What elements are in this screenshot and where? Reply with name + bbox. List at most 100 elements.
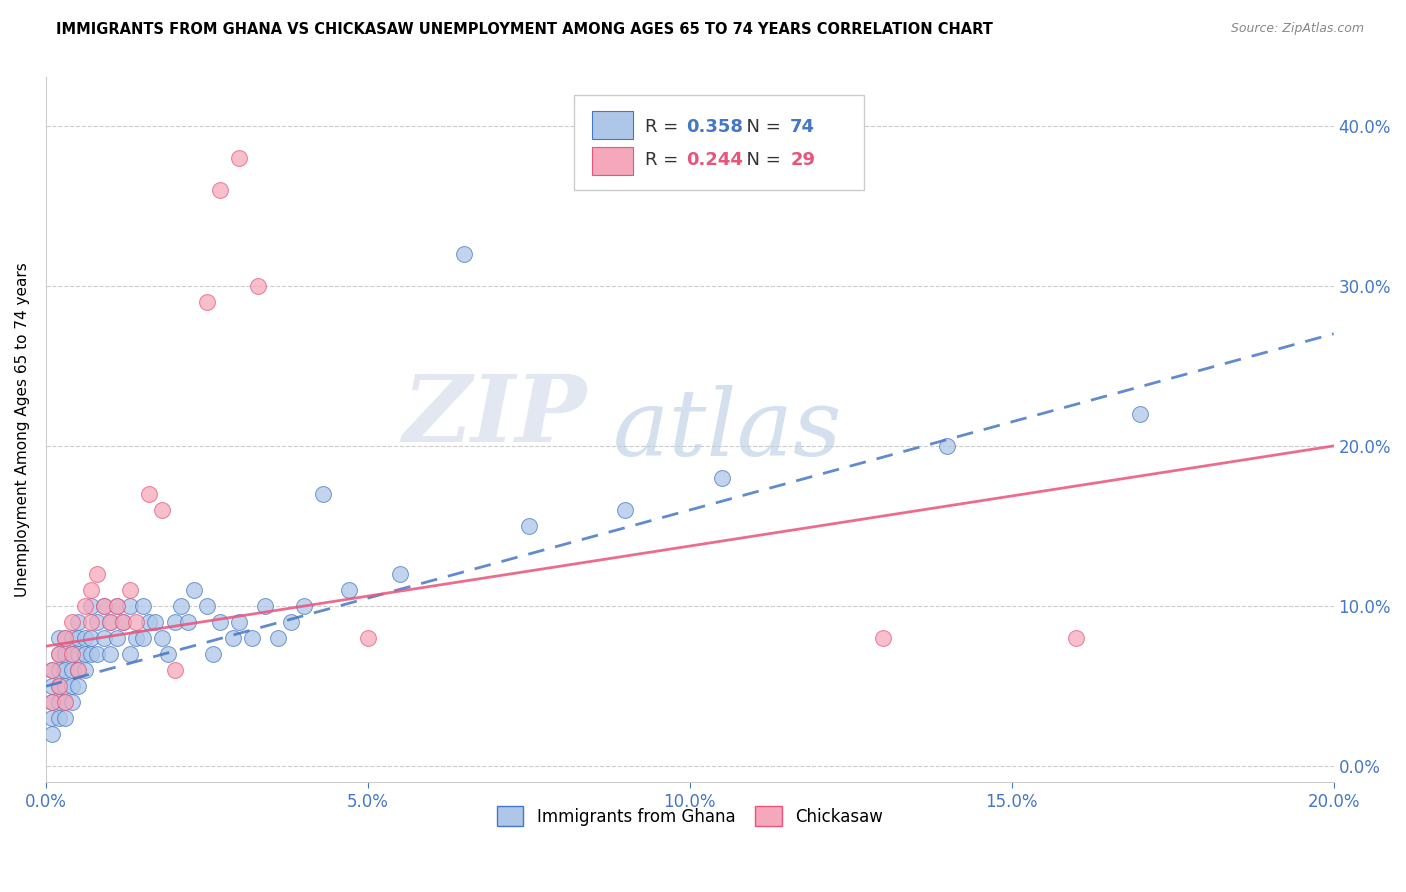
Point: [1064, 631, 1087, 645]
Point: [41, 663, 63, 677]
Text: 29: 29: [790, 152, 815, 169]
Point: [60, 695, 83, 709]
Point: [60, 615, 83, 629]
Text: N =: N =: [735, 152, 786, 169]
Point: [202, 647, 225, 661]
Point: [67, 679, 90, 693]
Point: [53, 711, 76, 725]
Point: [48, 695, 70, 709]
Point: [125, 615, 148, 629]
Text: 0.358: 0.358: [686, 118, 742, 136]
Point: [872, 631, 894, 645]
Point: [60, 663, 83, 677]
Text: ZIP: ZIP: [402, 371, 586, 461]
Point: [138, 615, 160, 629]
Point: [73, 631, 96, 645]
Point: [163, 615, 186, 629]
Point: [86, 567, 108, 582]
Point: [280, 615, 302, 629]
Point: [118, 583, 141, 598]
Point: [253, 599, 276, 614]
Point: [53, 631, 76, 645]
Point: [48, 663, 70, 677]
Point: [86, 615, 108, 629]
Point: [176, 615, 198, 629]
Point: [105, 599, 128, 614]
Point: [157, 647, 180, 661]
Point: [208, 615, 231, 629]
Point: [60, 631, 83, 645]
Point: [936, 439, 959, 453]
Point: [86, 647, 108, 661]
Point: [53, 695, 76, 709]
Point: [337, 583, 360, 598]
Point: [195, 599, 218, 614]
Point: [41, 663, 63, 677]
Point: [112, 615, 135, 629]
Point: [41, 695, 63, 709]
Point: [221, 631, 243, 645]
Point: [67, 615, 90, 629]
Text: R =: R =: [645, 118, 683, 136]
Point: [93, 599, 115, 614]
Point: [453, 246, 475, 260]
Point: [1129, 407, 1152, 421]
Point: [312, 487, 335, 501]
Point: [73, 647, 96, 661]
Point: [41, 711, 63, 725]
Point: [118, 599, 141, 614]
Point: [267, 631, 290, 645]
Point: [163, 663, 186, 677]
Point: [48, 711, 70, 725]
Point: [80, 599, 103, 614]
Point: [131, 631, 153, 645]
Point: [98, 615, 121, 629]
Point: [145, 615, 167, 629]
Point: [195, 294, 218, 309]
Point: [41, 679, 63, 693]
Point: [93, 631, 115, 645]
Point: [112, 615, 135, 629]
Point: [93, 599, 115, 614]
Point: [48, 679, 70, 693]
Text: 0.244: 0.244: [686, 152, 742, 169]
Point: [131, 599, 153, 614]
Point: [67, 663, 90, 677]
Point: [389, 567, 412, 582]
Point: [60, 647, 83, 661]
Point: [357, 631, 380, 645]
Text: atlas: atlas: [613, 384, 842, 475]
Point: [98, 615, 121, 629]
Point: [53, 647, 76, 661]
Point: [118, 647, 141, 661]
Point: [150, 503, 173, 517]
Y-axis label: Unemployment Among Ages 65 to 74 years: Unemployment Among Ages 65 to 74 years: [15, 262, 30, 598]
Point: [53, 695, 76, 709]
Point: [208, 183, 231, 197]
Point: [105, 631, 128, 645]
Text: R =: R =: [645, 152, 683, 169]
Point: [67, 631, 90, 645]
Point: [53, 631, 76, 645]
Point: [48, 647, 70, 661]
Point: [228, 615, 250, 629]
Point: [98, 647, 121, 661]
Point: [138, 487, 160, 501]
Point: [80, 583, 103, 598]
Point: [80, 615, 103, 629]
Point: [48, 679, 70, 693]
Point: [150, 631, 173, 645]
Point: [240, 631, 263, 645]
Point: [228, 151, 250, 165]
Point: [80, 631, 103, 645]
Point: [48, 647, 70, 661]
Point: [183, 583, 205, 598]
Point: [53, 679, 76, 693]
Point: [67, 663, 90, 677]
FancyBboxPatch shape: [592, 112, 633, 139]
Point: [711, 471, 734, 485]
Text: Source: ZipAtlas.com: Source: ZipAtlas.com: [1230, 22, 1364, 36]
Point: [60, 647, 83, 661]
Text: IMMIGRANTS FROM GHANA VS CHICKASAW UNEMPLOYMENT AMONG AGES 65 TO 74 YEARS CORREL: IMMIGRANTS FROM GHANA VS CHICKASAW UNEMP…: [56, 22, 993, 37]
Point: [60, 679, 83, 693]
